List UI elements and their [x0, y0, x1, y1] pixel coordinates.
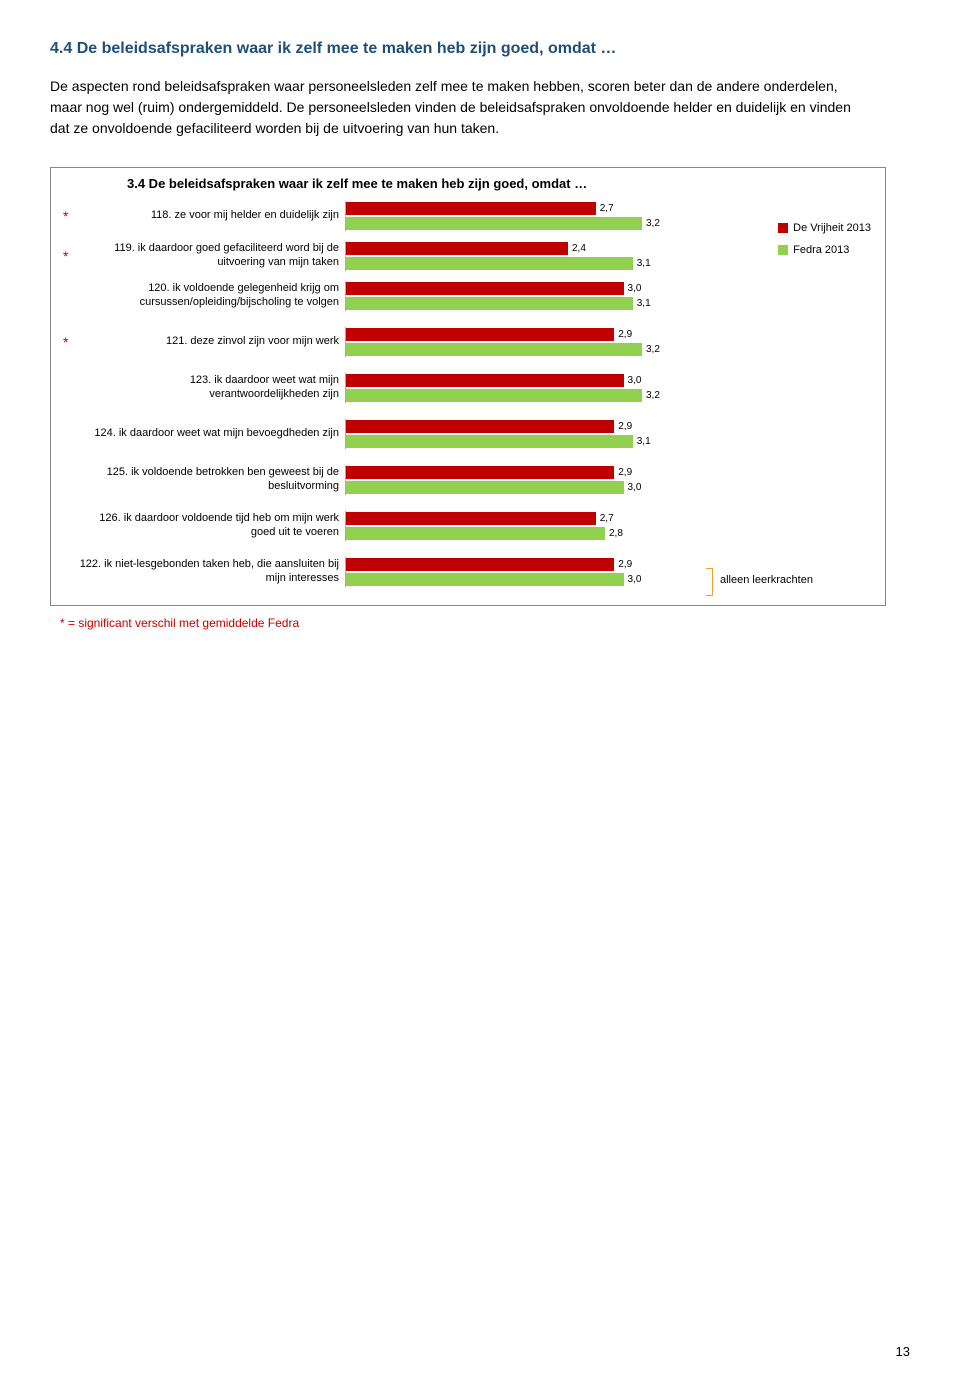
chart-row: 125. ik voldoende betrokken ben geweest …: [63, 461, 873, 499]
bar-series2: [346, 435, 633, 448]
asterisk-marker: *: [63, 208, 79, 224]
bar-value: 2,8: [609, 528, 623, 539]
bar-value: 3,0: [628, 482, 642, 493]
bars-cell: 3,03,1: [345, 281, 716, 311]
bracket-annotation-text: alleen leerkrachten: [720, 574, 813, 586]
bar-series2: [346, 297, 633, 310]
legend-label: Fedra 2013: [793, 244, 849, 256]
chart-row-label: 118. ze voor mij helder en duidelijk zij…: [79, 209, 345, 223]
bar-value: 3,0: [628, 375, 642, 386]
legend-item: De Vrijheit 2013: [778, 222, 871, 234]
bars-cell: 2,72,8: [345, 511, 716, 541]
legend-swatch-icon: [778, 223, 788, 233]
chart-row: *121. deze zinvol zijn voor mijn werk2,9…: [63, 323, 873, 361]
bar-value: 3,1: [637, 258, 651, 269]
bar-series2: [346, 217, 642, 230]
chart-row-label: 122. ik niet-lesgebonden taken heb, die …: [79, 558, 345, 586]
legend-swatch-icon: [778, 245, 788, 255]
legend-item: Fedra 2013: [778, 244, 871, 256]
bar-series2: [346, 343, 642, 356]
chart-row-label: 119. ik daardoor goed gefaciliteerd word…: [79, 242, 345, 270]
chart-row-label: 123. ik daardoor weet wat mijn verantwoo…: [79, 374, 345, 402]
bar-series1: [346, 328, 614, 341]
chart-row-label: 125. ik voldoende betrokken ben geweest …: [79, 466, 345, 494]
asterisk-marker: *: [63, 248, 79, 264]
bar-value: 3,0: [628, 283, 642, 294]
bar-series1: [346, 420, 614, 433]
bar-series1: [346, 466, 614, 479]
chart-legend: De Vrijheit 2013 Fedra 2013: [778, 222, 871, 266]
chart-row: *119. ik daardoor goed gefaciliteerd wor…: [63, 237, 873, 275]
asterisk-marker: *: [63, 334, 79, 350]
chart-row-label: 121. deze zinvol zijn voor mijn werk: [79, 335, 345, 349]
bar-value: 3,2: [646, 344, 660, 355]
chart-container: 3.4 De beleidsafspraken waar ik zelf mee…: [50, 167, 886, 606]
chart-row: 120. ik voldoende gelegenheid krijg om c…: [63, 277, 873, 315]
bar-series1: [346, 202, 596, 215]
bars-cell: 2,9 3,2: [345, 327, 716, 357]
bar-value: 2,9: [618, 329, 632, 340]
bars-cell: 2,9 3,1: [345, 419, 716, 449]
chart-row-label: 124. ik daardoor weet wat mijn bevoegdhe…: [79, 427, 345, 441]
chart-title: 3.4 De beleidsafspraken waar ik zelf mee…: [127, 176, 587, 191]
bar-value: 3,1: [637, 436, 651, 447]
bar-value: 2,9: [618, 467, 632, 478]
chart-row: 123. ik daardoor weet wat mijn verantwoo…: [63, 369, 873, 407]
bar-series2: [346, 257, 633, 270]
page-number: 13: [896, 1344, 910, 1359]
bar-value: 2,9: [618, 421, 632, 432]
bar-series1: [346, 512, 596, 525]
bar-value: 3,2: [646, 218, 660, 229]
bars-cell: 3,0 3,2: [345, 373, 716, 403]
bars-cell: 2,4 3,1: [345, 241, 716, 271]
chart-row: *118. ze voor mij helder en duidelijk zi…: [63, 197, 873, 235]
bar-value: 3,0: [628, 574, 642, 585]
bar-series1: [346, 282, 624, 295]
bar-series1: [346, 242, 568, 255]
chart-row: 126. ik daardoor voldoende tijd heb om m…: [63, 507, 873, 545]
chart-row: 124. ik daardoor weet wat mijn bevoegdhe…: [63, 415, 873, 453]
bar-series2: [346, 389, 642, 402]
footnote: * = significant verschil met gemiddelde …: [60, 616, 910, 630]
bar-series2: [346, 527, 605, 540]
bar-value: 3,1: [637, 298, 651, 309]
bracket-icon: [706, 568, 713, 596]
bar-value: 3,2: [646, 390, 660, 401]
chart-row-label: 126. ik daardoor voldoende tijd heb om m…: [79, 512, 345, 540]
bar-value: 2,4: [572, 243, 586, 254]
chart-row-label: 120. ik voldoende gelegenheid krijg om c…: [79, 282, 345, 310]
chart-row: 122. ik niet-lesgebonden taken heb, die …: [63, 553, 873, 591]
bars-cell: 2,7 3,2: [345, 201, 716, 231]
bars-cell: 2,93,0: [345, 465, 716, 495]
bar-series1: [346, 374, 624, 387]
legend-label: De Vrijheit 2013: [793, 222, 871, 234]
bar-series1: [346, 558, 614, 571]
bar-value: 2,7: [600, 203, 614, 214]
intro-paragraph: De aspecten rond beleidsafspraken waar p…: [50, 76, 870, 139]
bar-series2: [346, 481, 624, 494]
bar-value: 2,7: [600, 513, 614, 524]
bar-value: 2,9: [618, 559, 632, 570]
bars-cell: 2,93,0: [345, 557, 716, 587]
bar-series2: [346, 573, 624, 586]
section-heading: 4.4 De beleidsafspraken waar ik zelf mee…: [50, 40, 910, 58]
